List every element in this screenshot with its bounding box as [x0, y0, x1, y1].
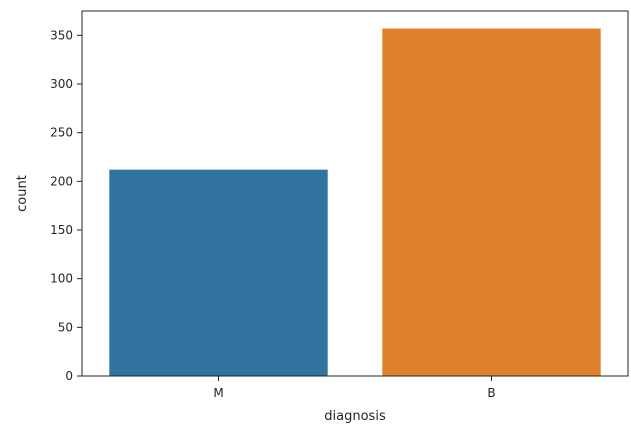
y-axis-ticks: 0 50 100 150 200 250 300 350	[50, 28, 82, 383]
plot-frame	[81, 10, 629, 377]
y-tick-label-300: 300	[50, 77, 73, 91]
bars-group	[109, 28, 601, 377]
y-tick-label-0: 0	[65, 369, 73, 383]
y-tick-label-200: 200	[50, 174, 73, 188]
y-tick-label-150: 150	[50, 223, 73, 237]
x-tick-label-M: M	[213, 386, 223, 400]
bar-B	[382, 28, 601, 377]
bar-M	[109, 169, 328, 376]
x-tick-label-B: B	[487, 386, 495, 400]
y-tick-label-350: 350	[50, 28, 73, 42]
y-tick-label-50: 50	[58, 320, 73, 334]
y-tick-label-250: 250	[50, 126, 73, 140]
x-axis-label: diagnosis	[324, 409, 386, 424]
y-axis-label: count	[15, 175, 30, 212]
y-tick-label-100: 100	[50, 272, 73, 286]
